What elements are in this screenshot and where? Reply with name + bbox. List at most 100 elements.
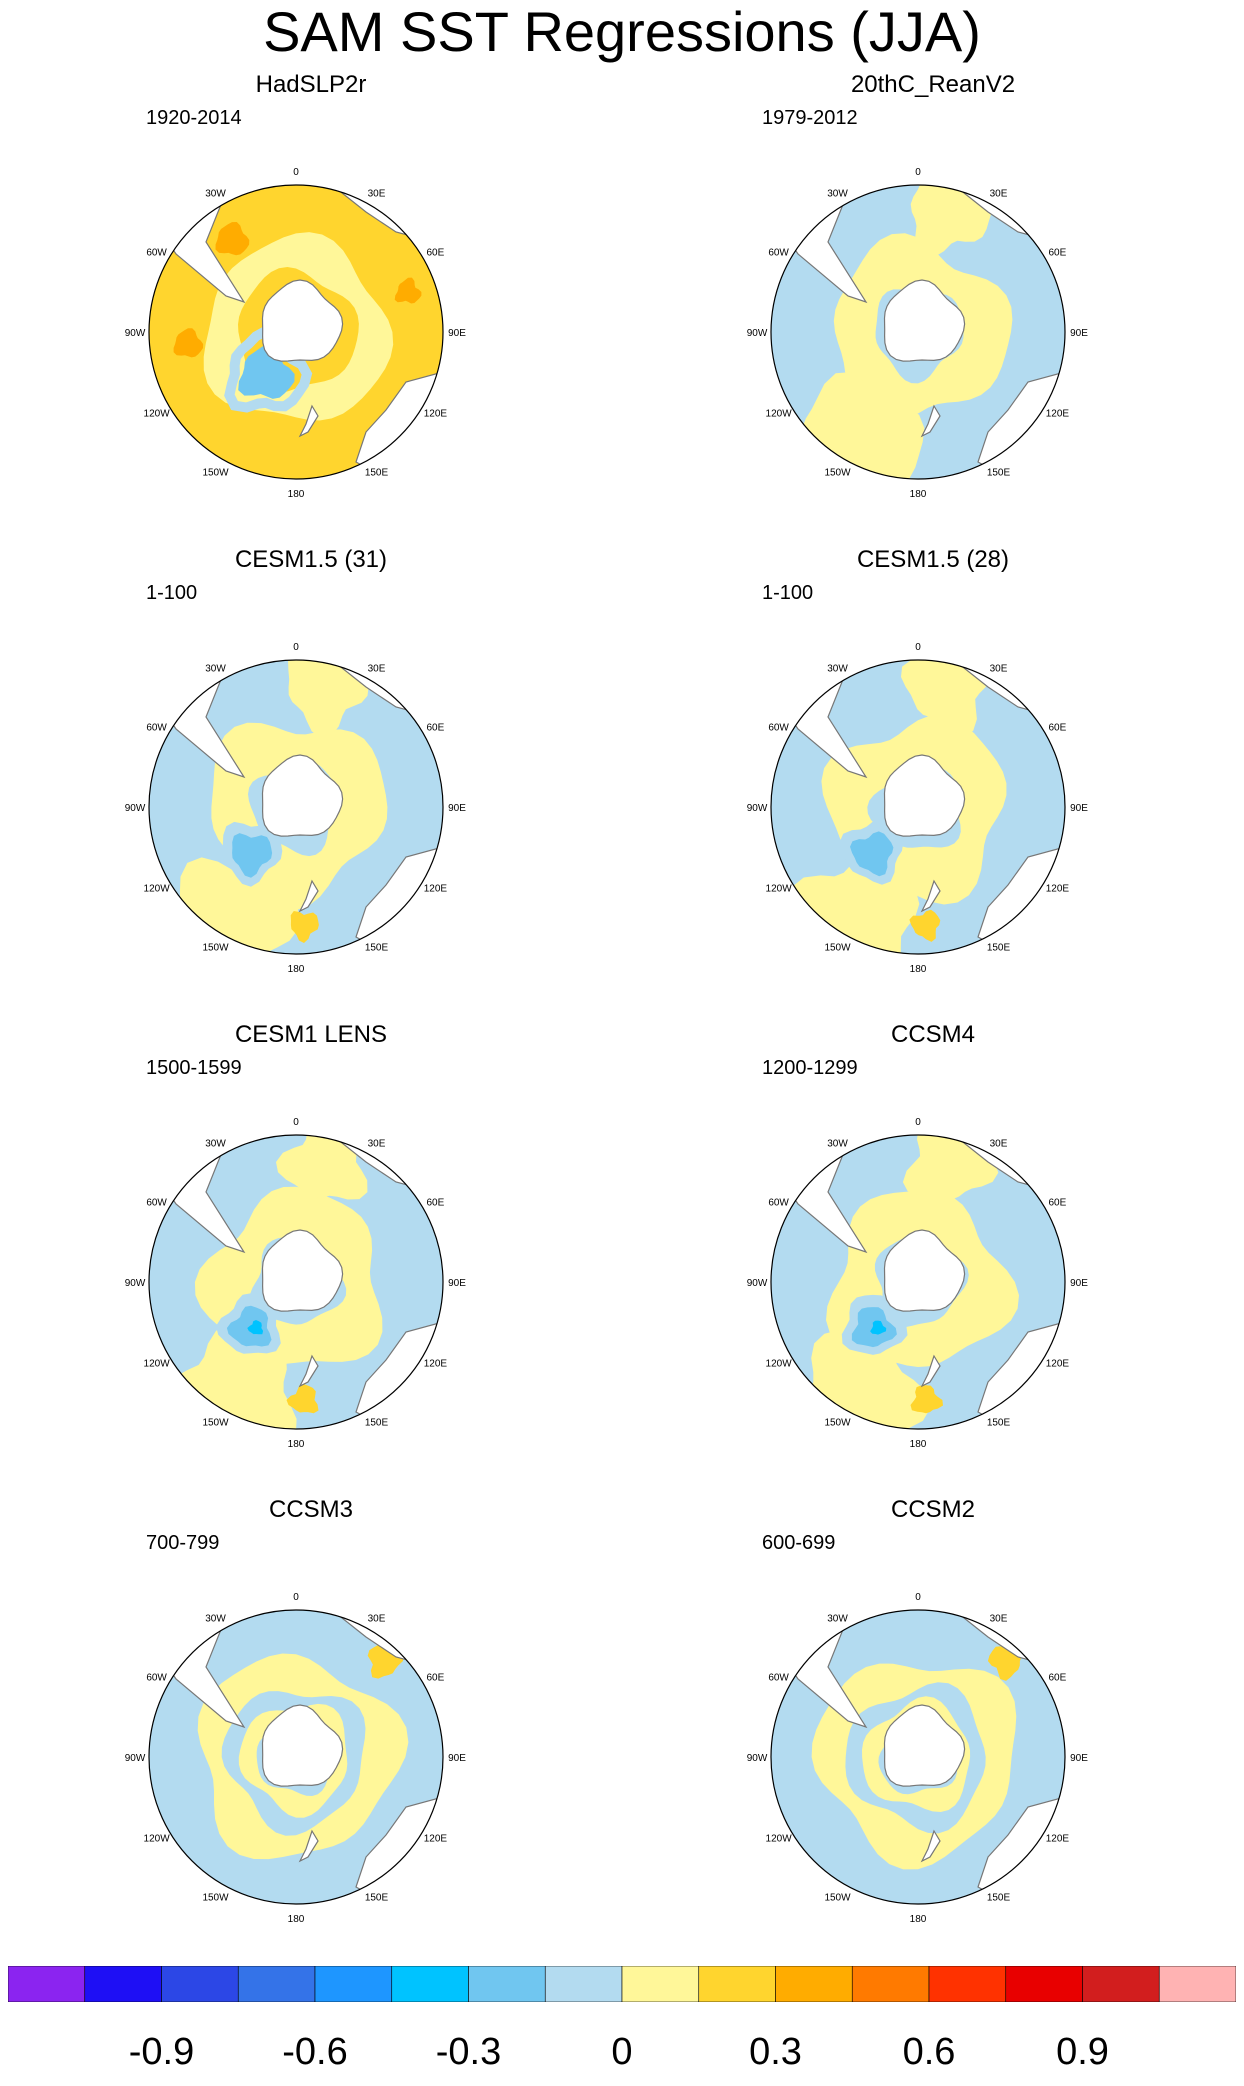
lon-label-60w: 60W	[768, 1673, 789, 1684]
lon-label-180: 180	[910, 1914, 927, 1925]
colorbar-tick-label: 0.3	[749, 2031, 802, 2073]
map-panel-20thc-reanv2: 20thC_ReanV2 1979-2012 0 30E 60E 90E 120E 150E 1…	[622, 70, 1244, 545]
panel-title: CESM1.5 (31)	[234, 546, 388, 573]
colorbar-swatch	[84, 1966, 162, 2002]
colorbar-swatch	[775, 1966, 853, 2002]
lon-label-120e: 120E	[424, 1834, 448, 1845]
lon-label-90e: 90E	[1070, 803, 1088, 814]
map-boundary	[770, 659, 1066, 955]
lon-label-120w: 120W	[144, 1359, 171, 1370]
lon-label-30e: 30E	[368, 189, 386, 200]
lon-label-60e: 60E	[427, 248, 445, 259]
lon-label-180: 180	[288, 1439, 305, 1450]
field-pos-small	[286, 1384, 319, 1414]
map-panel-cesm1-5-28: CESM1.5 (28) 1-100 0 30E 60E 90E 120E 150E 180 15…	[622, 545, 1244, 1020]
colorbar-tick-label: 0.6	[902, 2031, 956, 2073]
panel-title: 20thC_ReanV2	[850, 71, 1016, 98]
lon-label-30w: 30W	[827, 1139, 848, 1150]
field-neg-patch	[226, 1305, 272, 1347]
new-zealand	[920, 404, 941, 438]
lon-label-60e: 60E	[1049, 248, 1067, 259]
lon-label-120w: 120W	[766, 884, 793, 895]
panel-title: CCSM4	[890, 1021, 975, 1048]
lon-label-0: 0	[915, 642, 921, 653]
lon-label-30w: 30W	[205, 664, 226, 675]
field-pos-small	[910, 1385, 943, 1414]
lon-label-60w: 60W	[146, 723, 167, 734]
lon-label-60e: 60E	[1049, 1673, 1067, 1684]
polar-map: 0 30E 60E 90E 120E 150E 180 150W 120W 90W 60W 30W	[125, 167, 467, 500]
new-zealand	[298, 879, 319, 913]
colorbar-swatch	[237, 1966, 316, 2002]
lon-label-150w: 150W	[202, 1892, 229, 1903]
map-panel-hadslp2r: HadSLP2r 1920-2014 0 30E 60E 90E 120E 150E 180 15…	[0, 70, 622, 545]
colorbar-swatch	[8, 1966, 86, 2002]
panel-period: 600-699	[762, 1532, 836, 1554]
field-neg-core	[247, 1320, 264, 1335]
lon-label-90e: 90E	[448, 328, 466, 339]
polar-map: 0 30E 60E 90E 120E 150E 180 150W 120W 90W 60W 30W	[125, 1117, 467, 1450]
lon-label-120e: 120E	[1046, 1834, 1070, 1845]
lon-label-180: 180	[910, 489, 927, 500]
lon-label-120w: 120W	[766, 1359, 793, 1370]
lon-label-60w: 60W	[768, 248, 789, 259]
map-boundary	[148, 184, 444, 480]
lon-label-90w: 90W	[747, 1278, 768, 1289]
polar-map: 0 30E 60E 90E 120E 150E 180 150W 120W 90W 60W 30W	[747, 1117, 1089, 1450]
panel-period: 1979-2012	[762, 107, 858, 129]
lon-label-150e: 150E	[365, 942, 389, 953]
field-ring-outer	[811, 1663, 1017, 1870]
new-zealand	[298, 1829, 319, 1863]
lon-label-30w: 30W	[205, 1139, 226, 1150]
field-pos-small	[909, 909, 941, 942]
field-ring-pos	[833, 233, 1013, 426]
colorbar-swatch	[698, 1966, 776, 2002]
new-zealand	[920, 1354, 941, 1388]
lon-label-150e: 150E	[987, 1892, 1011, 1903]
lon-label-150e: 150E	[987, 942, 1011, 953]
antarctica	[883, 1229, 966, 1312]
lon-label-60w: 60W	[768, 723, 789, 734]
field-pos-north	[902, 1135, 999, 1200]
lon-label-90w: 90W	[747, 803, 768, 814]
new-zealand	[298, 1354, 319, 1388]
lon-label-180: 180	[288, 964, 305, 975]
colorbar-swatch	[468, 1966, 546, 2002]
panel-title: HadSLP2r	[255, 71, 367, 98]
field-pos-north	[910, 185, 994, 258]
colorbar-swatch	[851, 1966, 930, 2002]
lon-label-0: 0	[293, 167, 299, 178]
antarctica	[883, 1704, 966, 1787]
lon-label-30w: 30W	[827, 189, 848, 200]
colorbar-swatch	[544, 1966, 623, 2002]
lon-label-30e: 30E	[368, 664, 386, 675]
lon-label-90w: 90W	[125, 1278, 146, 1289]
lon-label-150e: 150E	[987, 467, 1011, 478]
antarctica	[261, 279, 344, 362]
lon-label-0: 0	[915, 1117, 921, 1128]
lon-label-90e: 90E	[1070, 1278, 1088, 1289]
lon-label-150e: 150E	[987, 1417, 1011, 1428]
antarctica	[883, 279, 966, 362]
field-ring-outer	[197, 1653, 409, 1860]
panel-title: CESM1.5 (28)	[856, 546, 1010, 573]
lon-label-90e: 90E	[448, 1278, 466, 1289]
panel-title: CESM1 LENS	[234, 1021, 388, 1048]
map-panel-ccsm2: CCSM2 600-699 0 30E 60E 90E 120E 150E 180 150W 120…	[622, 1495, 1244, 1970]
lon-label-30e: 30E	[990, 189, 1008, 200]
lon-label-0: 0	[293, 642, 299, 653]
lon-label-90w: 90W	[747, 1753, 768, 1764]
lon-label-30w: 30W	[205, 189, 226, 200]
colorbar-tick-label: -0.6	[282, 2031, 348, 2073]
lon-label-90w: 90W	[125, 1753, 146, 1764]
lon-label-30e: 30E	[990, 1139, 1008, 1150]
map-boundary	[770, 1134, 1066, 1430]
lon-label-120w: 120W	[144, 409, 171, 420]
colorbar-tick-label: -0.9	[128, 2031, 195, 2073]
map-boundary	[148, 1134, 444, 1430]
lon-label-30e: 30E	[990, 664, 1008, 675]
lon-label-30e: 30E	[368, 1614, 386, 1625]
colorbar-swatch	[1158, 1966, 1236, 2002]
map-panel-ccsm4: CCSM4 1200-1299 0 30E 60E 90E 120E 150E 180 150W 1…	[622, 1020, 1244, 1495]
field-max-3	[215, 222, 250, 256]
